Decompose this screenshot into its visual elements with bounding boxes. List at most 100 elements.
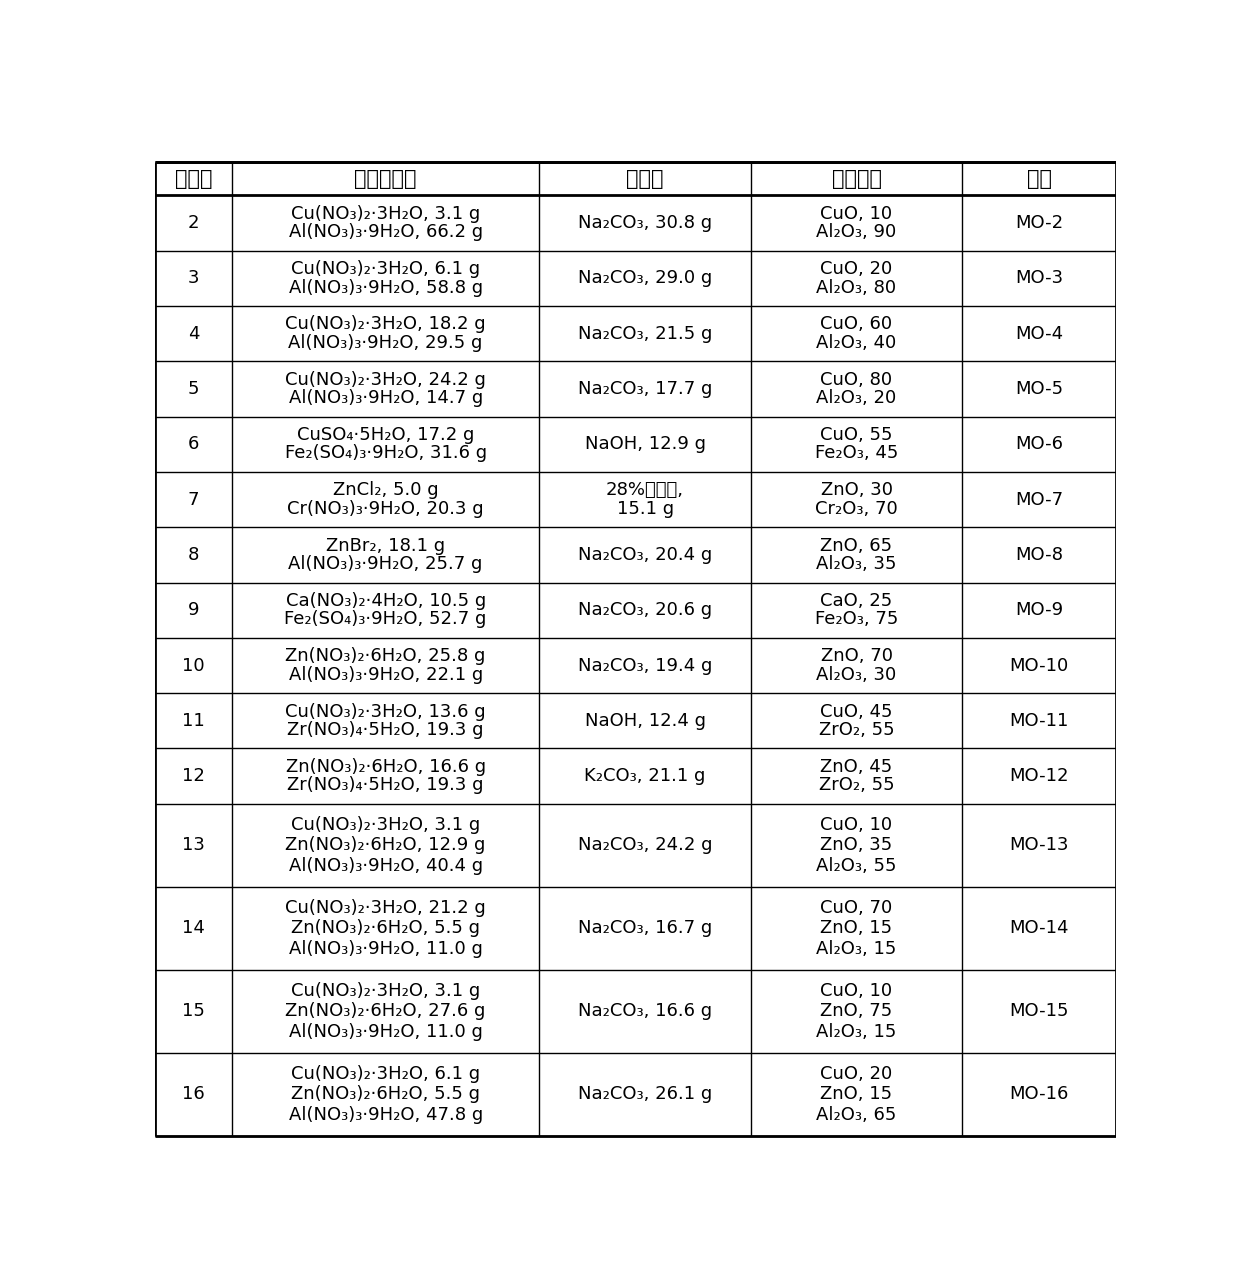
Text: Al₂O₃, 40: Al₂O₃, 40	[816, 334, 897, 352]
Text: Al₂O₃, 80: Al₂O₃, 80	[816, 279, 897, 297]
Text: Ca(NO₃)₂·4H₂O, 10.5 g: Ca(NO₃)₂·4H₂O, 10.5 g	[285, 592, 486, 610]
Text: 7: 7	[187, 491, 200, 509]
Text: Zn(NO₃)₂·6H₂O, 16.6 g: Zn(NO₃)₂·6H₂O, 16.6 g	[285, 758, 486, 776]
Text: Na₂CO₃, 29.0 g: Na₂CO₃, 29.0 g	[578, 270, 712, 288]
Text: Zn(NO₃)₂·6H₂O, 27.6 g: Zn(NO₃)₂·6H₂O, 27.6 g	[285, 1002, 486, 1020]
Text: 4: 4	[187, 325, 200, 343]
Text: 沉淀剂: 沉淀剂	[626, 168, 663, 189]
Text: Al(NO₃)₃·9H₂O, 47.8 g: Al(NO₃)₃·9H₂O, 47.8 g	[289, 1106, 482, 1124]
Text: CuO, 45: CuO, 45	[821, 703, 893, 721]
Text: CuO, 80: CuO, 80	[821, 370, 893, 388]
Text: CuO, 55: CuO, 55	[821, 427, 893, 445]
Text: Zn(NO₃)₂·6H₂O, 12.9 g: Zn(NO₃)₂·6H₂O, 12.9 g	[285, 837, 486, 855]
Text: Na₂CO₃, 16.6 g: Na₂CO₃, 16.6 g	[578, 1002, 712, 1020]
Text: Na₂CO₃, 21.5 g: Na₂CO₃, 21.5 g	[578, 325, 712, 343]
Text: MO-6: MO-6	[1016, 436, 1063, 454]
Text: 8: 8	[187, 546, 200, 564]
Text: ZnO, 45: ZnO, 45	[821, 758, 893, 776]
Text: Al₂O₃, 90: Al₂O₃, 90	[816, 224, 897, 242]
Text: Al(NO₃)₃·9H₂O, 29.5 g: Al(NO₃)₃·9H₂O, 29.5 g	[289, 334, 482, 352]
Text: CuO, 10: CuO, 10	[821, 204, 893, 222]
Text: Zr(NO₃)₄·5H₂O, 19.3 g: Zr(NO₃)₄·5H₂O, 19.3 g	[288, 721, 484, 739]
Text: 编号: 编号	[1027, 168, 1052, 189]
Text: Cu(NO₃)₂·3H₂O, 6.1 g: Cu(NO₃)₂·3H₂O, 6.1 g	[291, 260, 480, 278]
Text: MO-3: MO-3	[1016, 270, 1063, 288]
Text: ZnO, 30: ZnO, 30	[821, 482, 893, 500]
Text: Cr(NO₃)₃·9H₂O, 20.3 g: Cr(NO₃)₃·9H₂O, 20.3 g	[288, 500, 484, 518]
Text: ZrO₂, 55: ZrO₂, 55	[818, 776, 894, 794]
Text: 13: 13	[182, 837, 205, 855]
Text: CaO, 25: CaO, 25	[821, 592, 893, 610]
Text: Cu(NO₃)₂·3H₂O, 3.1 g: Cu(NO₃)₂·3H₂O, 3.1 g	[291, 982, 480, 1000]
Text: NaOH, 12.4 g: NaOH, 12.4 g	[584, 712, 706, 730]
Text: ZnO, 75: ZnO, 75	[821, 1002, 893, 1020]
Text: Al(NO₃)₃·9H₂O, 25.7 g: Al(NO₃)₃·9H₂O, 25.7 g	[289, 555, 482, 573]
Text: Na₂CO₃, 20.4 g: Na₂CO₃, 20.4 g	[578, 546, 712, 564]
Text: Cr₂O₃, 70: Cr₂O₃, 70	[815, 500, 898, 518]
Text: Na₂CO₃, 30.8 g: Na₂CO₃, 30.8 g	[578, 215, 712, 233]
Text: Cu(NO₃)₂·3H₂O, 6.1 g: Cu(NO₃)₂·3H₂O, 6.1 g	[291, 1064, 480, 1082]
Text: MO-11: MO-11	[1009, 712, 1069, 730]
Text: K₂CO₃, 21.1 g: K₂CO₃, 21.1 g	[584, 767, 706, 785]
Text: MO-7: MO-7	[1016, 491, 1063, 509]
Text: Cu(NO₃)₂·3H₂O, 13.6 g: Cu(NO₃)₂·3H₂O, 13.6 g	[285, 703, 486, 721]
Text: 3: 3	[187, 270, 200, 288]
Text: MO-8: MO-8	[1016, 546, 1063, 564]
Text: CuO, 70: CuO, 70	[821, 898, 893, 916]
Text: Al₂O₃, 65: Al₂O₃, 65	[816, 1106, 897, 1124]
Text: MO-13: MO-13	[1009, 837, 1069, 855]
Text: Al(NO₃)₃·9H₂O, 22.1 g: Al(NO₃)₃·9H₂O, 22.1 g	[289, 666, 482, 684]
Text: CuO, 10: CuO, 10	[821, 816, 893, 834]
Text: Na₂CO₃, 19.4 g: Na₂CO₃, 19.4 g	[578, 657, 712, 675]
Text: MO-14: MO-14	[1009, 919, 1069, 937]
Text: Fe₂(SO₄)₃·9H₂O, 52.7 g: Fe₂(SO₄)₃·9H₂O, 52.7 g	[284, 610, 487, 628]
Text: ZnO, 65: ZnO, 65	[821, 537, 893, 555]
Text: Al(NO₃)₃·9H₂O, 11.0 g: Al(NO₃)₃·9H₂O, 11.0 g	[289, 1023, 482, 1041]
Text: MO-4: MO-4	[1016, 325, 1063, 343]
Text: 14: 14	[182, 919, 205, 937]
Text: 12: 12	[182, 767, 205, 785]
Text: Fe₂O₃, 45: Fe₂O₃, 45	[815, 445, 898, 463]
Text: MO-10: MO-10	[1009, 657, 1069, 675]
Text: 15.1 g: 15.1 g	[616, 500, 673, 518]
Text: Fe₂O₃, 75: Fe₂O₃, 75	[815, 610, 898, 628]
Text: 10: 10	[182, 657, 205, 675]
Text: Al(NO₃)₃·9H₂O, 14.7 g: Al(NO₃)₃·9H₂O, 14.7 g	[289, 389, 482, 407]
Text: CuO, 20: CuO, 20	[821, 1064, 893, 1082]
Text: Al(NO₃)₃·9H₂O, 66.2 g: Al(NO₃)₃·9H₂O, 66.2 g	[289, 224, 482, 242]
Text: ZrO₂, 55: ZrO₂, 55	[818, 721, 894, 739]
Text: Na₂CO₃, 16.7 g: Na₂CO₃, 16.7 g	[578, 919, 712, 937]
Text: Cu(NO₃)₂·3H₂O, 3.1 g: Cu(NO₃)₂·3H₂O, 3.1 g	[291, 816, 480, 834]
Text: Cu(NO₃)₂·3H₂O, 3.1 g: Cu(NO₃)₂·3H₂O, 3.1 g	[291, 204, 480, 222]
Text: MO-12: MO-12	[1009, 767, 1069, 785]
Text: ZnCl₂, 5.0 g: ZnCl₂, 5.0 g	[332, 482, 439, 500]
Text: Zn(NO₃)₂·6H₂O, 25.8 g: Zn(NO₃)₂·6H₂O, 25.8 g	[285, 648, 486, 666]
Text: Cu(NO₃)₂·3H₂O, 21.2 g: Cu(NO₃)₂·3H₂O, 21.2 g	[285, 898, 486, 916]
Text: 5: 5	[187, 380, 200, 398]
Text: ZnBr₂, 18.1 g: ZnBr₂, 18.1 g	[326, 537, 445, 555]
Text: CuO, 20: CuO, 20	[821, 260, 893, 278]
Text: 重量份数: 重量份数	[832, 168, 882, 189]
Text: Al₂O₃, 30: Al₂O₃, 30	[816, 666, 897, 684]
Text: MO-2: MO-2	[1016, 215, 1063, 233]
Text: NaOH, 12.9 g: NaOH, 12.9 g	[584, 436, 706, 454]
Text: MO-9: MO-9	[1016, 601, 1063, 619]
Text: Cu(NO₃)₂·3H₂O, 24.2 g: Cu(NO₃)₂·3H₂O, 24.2 g	[285, 370, 486, 388]
Text: Al₂O₃, 55: Al₂O₃, 55	[816, 857, 897, 875]
Text: Na₂CO₃, 24.2 g: Na₂CO₃, 24.2 g	[578, 837, 712, 855]
Text: MO-5: MO-5	[1016, 380, 1063, 398]
Text: Na₂CO₃, 17.7 g: Na₂CO₃, 17.7 g	[578, 380, 712, 398]
Text: ZnO, 15: ZnO, 15	[821, 919, 893, 937]
Text: Cu(NO₃)₂·3H₂O, 18.2 g: Cu(NO₃)₂·3H₂O, 18.2 g	[285, 315, 486, 333]
Text: MO-16: MO-16	[1009, 1086, 1069, 1104]
Text: ZnO, 35: ZnO, 35	[821, 837, 893, 855]
Text: Al₂O₃, 35: Al₂O₃, 35	[816, 555, 897, 573]
Text: Al(NO₃)₃·9H₂O, 58.8 g: Al(NO₃)₃·9H₂O, 58.8 g	[289, 279, 482, 297]
Text: 11: 11	[182, 712, 205, 730]
Text: Al₂O₃, 20: Al₂O₃, 20	[816, 389, 897, 407]
Text: 实施例: 实施例	[175, 168, 212, 189]
Text: Al(NO₃)₃·9H₂O, 11.0 g: Al(NO₃)₃·9H₂O, 11.0 g	[289, 941, 482, 959]
Text: Na₂CO₃, 20.6 g: Na₂CO₃, 20.6 g	[578, 601, 712, 619]
Text: 混合金属盐: 混合金属盐	[355, 168, 417, 189]
Text: CuO, 60: CuO, 60	[821, 315, 893, 333]
